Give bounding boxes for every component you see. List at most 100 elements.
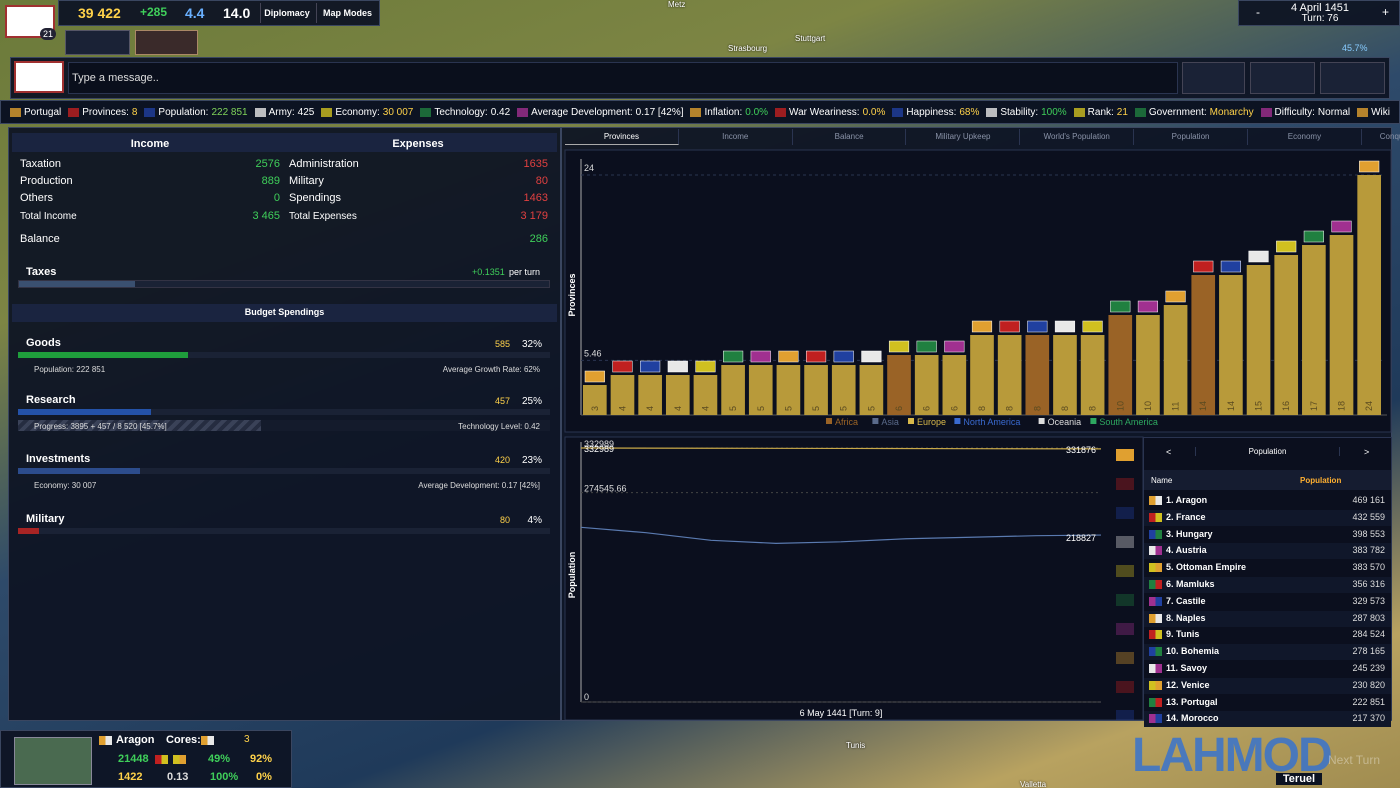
total-value: 3 179 [520,210,548,222]
x-label: 6 May 1441 [Turn: 9] [800,708,883,718]
budget-amount: 457 [494,396,510,406]
budget-detail: Technology Level: 0.42 [458,422,540,431]
bar-flag [1220,260,1241,273]
tab[interactable] [65,30,130,55]
progress-bar [18,420,262,431]
legend-swatch [908,418,914,424]
bar-flag [1359,160,1380,173]
stat: Provinces: 8 [68,107,137,118]
stat-label: Difficulty: [1274,106,1315,118]
income-title: Income [130,138,170,150]
stat: Portugal [10,107,61,118]
legend-label: Oceania [1048,417,1082,427]
stat-value: Monarchy [1209,106,1254,118]
bar [970,335,994,415]
chat-input[interactable] [68,62,1178,94]
row-name: 7. Castile [1166,595,1206,606]
taxes-value: +0.1351 [472,267,505,277]
province-stat: 0% [256,771,272,783]
row-value: 469 161 [1352,495,1385,505]
bar-label: 4 [700,406,710,411]
budget-name: Investments [26,453,91,465]
bar-flag [1110,300,1131,313]
stat: Economy: 30 007 [321,107,413,118]
bar [1246,265,1271,415]
province-stat: 49% [208,753,231,765]
end-label: 331876 [1066,445,1096,455]
save-button[interactable] [1250,62,1315,94]
stat-icon [775,107,786,117]
budget-bar [18,468,141,474]
stat-value: 0.0% [745,106,769,118]
flag [1149,529,1162,539]
col-head: Name [1151,476,1173,485]
stat-label: Inflation: [704,106,743,118]
map-label: Tunis [846,741,866,750]
row-value: 1463 [523,192,548,204]
legend-swatch [954,418,961,424]
stat-label: Wiki [1371,106,1390,118]
stats-row: Portugal Provinces: 8 Population: 222 851 Arm… [10,101,1390,123]
chart-tab[interactable]: Provinces [565,129,679,145]
flag [155,755,168,764]
stat: Government: Monarchy [1134,106,1254,118]
chart-tab[interactable]: Conquered Provinces [1362,129,1400,145]
stat: Stability: 100% [986,107,1067,118]
date-minus[interactable]: - [1256,5,1260,19]
flag [1149,647,1162,657]
budget-bar [18,409,151,415]
table-next[interactable]: > [1364,447,1370,457]
bar [583,385,607,415]
top-button[interactable]: Diplomacy [260,3,313,23]
budget-track [18,528,550,534]
chart-tab[interactable]: Income [679,129,793,145]
stat-icon [1134,107,1146,117]
stat-label: Population: [158,106,209,118]
bar [859,365,884,415]
settings-button[interactable] [1320,62,1385,94]
stat-value: 21 [1116,106,1128,118]
row-value: 278 165 [1352,646,1385,657]
bar-flag [916,340,937,353]
province-name: Aragon [116,734,155,746]
row-bg [1144,577,1391,593]
province-cores: Cores: [166,734,201,746]
flag [99,736,112,745]
chart-tab[interactable]: Military Upkeep [907,129,1021,145]
taxes-label: Taxes [26,266,57,278]
bar [1108,315,1133,415]
bar [1219,275,1243,415]
chart-tab[interactable]: Balance [793,129,907,145]
taxes-bar [18,280,550,288]
date-plus[interactable]: + [1382,5,1390,19]
bar-label: 17 [1309,401,1319,411]
y-tick-label: 5.46 [584,348,602,358]
budget-name: Goods [26,337,61,349]
stat-value: 30 007 [382,106,414,118]
col-head: Population [1300,476,1342,485]
budget-bar [18,352,189,358]
chart-tab[interactable]: World's Population [1020,129,1135,145]
budget-name: Research [26,394,76,406]
stat: Inflation: 0.0% [690,107,768,118]
chart-button[interactable] [1182,62,1245,94]
flag [1149,664,1162,673]
stat-label: Government: [1148,106,1207,118]
tab[interactable] [135,30,198,55]
bar [1302,245,1326,415]
legend-label: Asia [881,417,899,427]
bar-label: 4 [617,406,627,411]
bar [721,365,745,415]
top-button[interactable]: Map Modes [316,3,378,23]
chart-tab[interactable]: Economy [1248,129,1362,145]
row-value: 2576 [255,158,280,170]
row-label: Others [20,192,54,204]
table-prev[interactable]: < [1166,447,1172,457]
next-turn[interactable]: Next Turn [1328,753,1381,767]
bar [887,355,911,415]
row-bg [1144,509,1391,526]
chart-tab[interactable]: Population [1134,129,1248,145]
chat-placeholder[interactable]: Type a message.. [72,72,159,84]
bar-label: 8 [1005,406,1015,411]
bar-flag [944,340,965,353]
